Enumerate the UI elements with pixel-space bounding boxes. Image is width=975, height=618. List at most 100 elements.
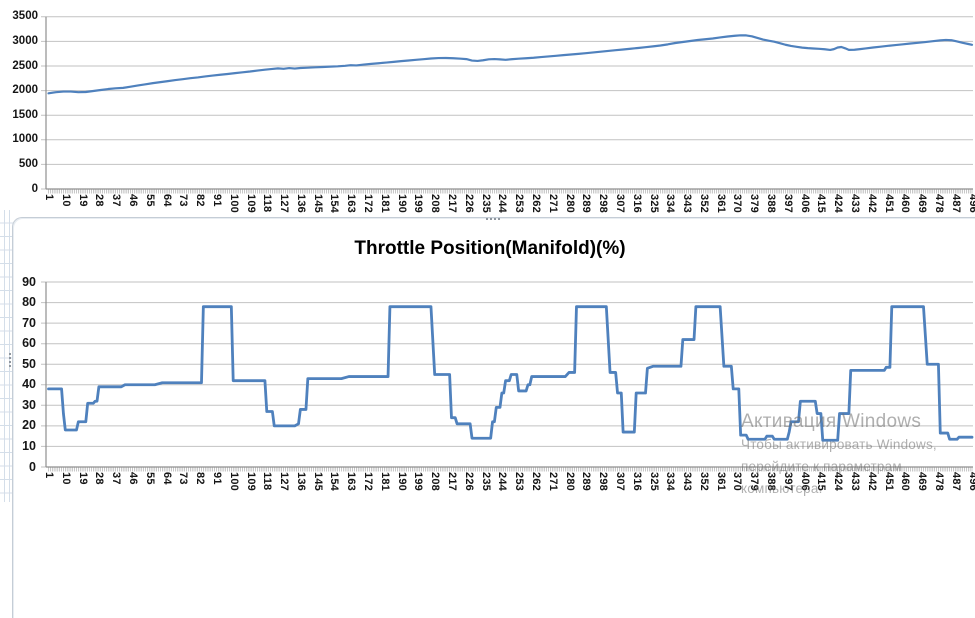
x-axis-label: 100 (227, 472, 240, 491)
x-axis-label: 82 (193, 472, 206, 485)
x-axis-label: 487 (949, 194, 962, 213)
x-axis-label: 370 (730, 194, 743, 213)
x-axis-label: 469 (915, 194, 928, 213)
spreadsheet-canvas: { "watermark": { "line1": "Активация Win… (0, 0, 975, 502)
x-axis-label: 298 (596, 472, 609, 491)
x-axis-label: 10 (59, 194, 72, 207)
x-axis-label: 271 (546, 472, 559, 491)
x-axis-label: 325 (647, 194, 660, 213)
chart-title: Throttle Position(Manifold)(%) (13, 237, 967, 261)
x-axis-label: 253 (512, 194, 525, 213)
y-axis-label: 0 (0, 460, 36, 475)
x-axis-label: 109 (244, 194, 257, 213)
x-axis-label: 343 (680, 472, 693, 491)
x-axis-label: 388 (764, 194, 777, 213)
x-axis-label: 199 (411, 194, 424, 213)
x-axis-label: 91 (210, 194, 223, 207)
x-axis-label: 163 (344, 194, 357, 213)
y-axis-label: 50 (0, 357, 36, 372)
x-axis-label: 172 (361, 472, 374, 491)
x-axis-label: 388 (764, 472, 777, 491)
x-axis-label: 28 (92, 194, 105, 207)
x-axis-label: 415 (814, 472, 827, 491)
x-axis-label: 46 (126, 472, 139, 485)
x-axis-label: 361 (714, 194, 727, 213)
x-axis-label: 478 (932, 194, 945, 213)
x-axis-label: 271 (546, 194, 559, 213)
y-axis-label: 500 (0, 157, 38, 171)
x-axis-label: 181 (378, 194, 391, 213)
x-axis-label: 127 (277, 194, 290, 213)
x-axis-label: 163 (344, 472, 357, 491)
x-axis-label: 280 (563, 194, 576, 213)
x-axis-label: 28 (92, 472, 105, 485)
y-axis-label: 90 (0, 275, 36, 290)
x-axis-label: 208 (428, 194, 441, 213)
x-axis-label: 262 (529, 194, 542, 213)
x-axis-label: 253 (512, 472, 525, 491)
x-axis-label: 190 (395, 194, 408, 213)
x-axis-label: 496 (966, 472, 975, 491)
y-axis-label: 80 (0, 295, 36, 310)
x-axis-label: 244 (495, 194, 508, 213)
x-axis-label: 397 (781, 194, 794, 213)
series-line (49, 307, 973, 441)
x-axis-label: 379 (747, 472, 760, 491)
x-axis-label: 316 (630, 194, 643, 213)
x-axis-label: 181 (378, 472, 391, 491)
x-axis-label: 136 (294, 472, 307, 491)
x-axis-label: 451 (882, 194, 895, 213)
x-axis-label: 208 (428, 472, 441, 491)
x-axis-label: 19 (76, 194, 89, 207)
y-axis-label: 2500 (0, 59, 38, 73)
x-axis-label: 118 (260, 194, 273, 212)
x-axis-label: 325 (647, 472, 660, 491)
x-axis-tick-marks (49, 467, 973, 472)
x-axis-label: 460 (898, 194, 911, 213)
x-axis-label: 442 (865, 472, 878, 491)
x-axis-label: 262 (529, 472, 542, 491)
y-axis-label: 1000 (0, 132, 38, 146)
x-axis-label: 307 (613, 472, 626, 491)
x-axis-label: 289 (579, 472, 592, 491)
x-axis-label: 37 (109, 194, 122, 207)
x-axis-label: 1 (42, 472, 55, 478)
x-axis-label: 82 (193, 194, 206, 207)
x-axis-label: 217 (445, 472, 458, 491)
x-axis-label: 10 (59, 472, 72, 485)
x-axis-label: 406 (798, 472, 811, 491)
y-axis-label: 2000 (0, 83, 38, 97)
x-axis-label: 496 (966, 194, 975, 213)
x-axis-label: 469 (915, 472, 928, 491)
x-axis-label: 433 (848, 472, 861, 491)
x-axis-label: 19 (76, 472, 89, 485)
y-axis-label: 0 (0, 182, 38, 196)
x-axis-label: 424 (831, 194, 844, 213)
y-axis-label: 30 (0, 398, 36, 413)
x-axis-label: 190 (395, 472, 408, 491)
x-axis-label: 370 (730, 472, 743, 491)
x-axis-label: 226 (462, 194, 475, 213)
x-axis-label: 460 (898, 472, 911, 491)
x-axis-label: 127 (277, 472, 290, 491)
x-axis-label: 172 (361, 194, 374, 213)
x-axis-label: 442 (865, 194, 878, 213)
x-axis-label: 37 (109, 472, 122, 485)
x-axis-label: 118 (260, 472, 273, 490)
y-axis-label: 3500 (0, 9, 38, 23)
x-axis-label: 55 (143, 472, 156, 485)
x-axis-label: 226 (462, 472, 475, 491)
x-axis-label: 307 (613, 194, 626, 213)
x-axis-label: 334 (663, 472, 676, 491)
y-axis-label: 3000 (0, 34, 38, 48)
x-axis-label: 235 (479, 472, 492, 491)
x-axis-label: 145 (311, 472, 324, 491)
x-axis-label: 217 (445, 194, 458, 213)
x-axis-label: 343 (680, 194, 693, 213)
x-axis-label: 244 (495, 472, 508, 491)
x-axis-label: 55 (143, 194, 156, 207)
x-axis-label: 235 (479, 194, 492, 213)
y-axis-label: 1500 (0, 108, 38, 122)
x-axis-label: 109 (244, 472, 257, 491)
x-axis-label: 379 (747, 194, 760, 213)
